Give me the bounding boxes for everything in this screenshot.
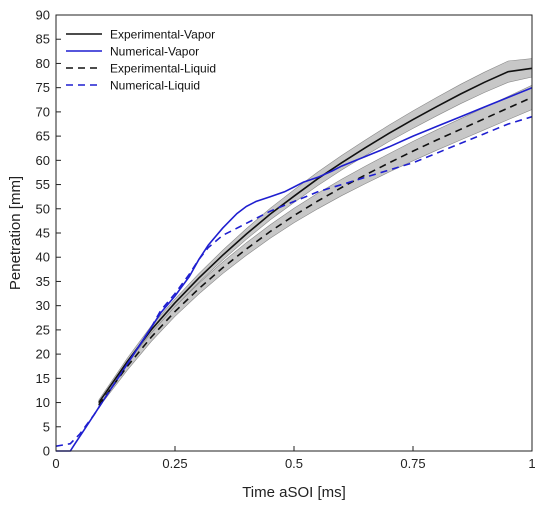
legend-entry: Numerical-Liquid — [110, 79, 200, 93]
y-tick-label: 85 — [36, 32, 50, 47]
y-tick-label: 20 — [36, 347, 50, 362]
y-tick-label: 80 — [36, 56, 50, 71]
y-tick-label: 5 — [43, 419, 50, 434]
y-tick-label: 55 — [36, 177, 50, 192]
confidence-bands — [98, 58, 533, 409]
x-axis-title: Time aSOI [ms] — [242, 484, 346, 501]
y-tick-label: 15 — [36, 371, 50, 386]
band-experimental-liquid — [98, 84, 533, 409]
legend-entry: Numerical-Vapor — [110, 45, 199, 59]
y-tick-label: 50 — [36, 201, 50, 216]
series-line-experimental-vapor — [98, 67, 533, 404]
y-tick-label: 45 — [36, 226, 50, 241]
y-tick-label: 70 — [36, 104, 50, 119]
x-tick-label: 1 — [528, 456, 535, 471]
y-tick-label: 65 — [36, 129, 50, 144]
legend-entry: Experimental-Vapor — [110, 28, 215, 42]
x-tick-label: 0.25 — [162, 456, 187, 471]
series-lines — [55, 67, 533, 452]
x-tick-label: 0 — [52, 456, 59, 471]
y-tick-label: 60 — [36, 153, 50, 168]
x-tick-label: 0.75 — [400, 456, 425, 471]
y-tick-label: 35 — [36, 274, 50, 289]
series-line-numerical-liquid — [55, 115, 533, 447]
y-axis-title: Penetration [mm] — [7, 176, 24, 290]
y-tick-label: 40 — [36, 250, 50, 265]
y-tick-label: 25 — [36, 322, 50, 337]
legend: Experimental-Vapor Numerical-Vapor Experim… — [66, 28, 216, 93]
axis-ticks: 0 0.25 0.5 0.75 1051015202530354045505560657… — [36, 8, 536, 472]
series-line-experimental-liquid — [98, 96, 533, 406]
y-tick-label: 30 — [36, 298, 50, 313]
series-line-numerical-vapor — [56, 86, 533, 452]
y-tick-label: 0 — [43, 444, 50, 459]
y-tick-label: 90 — [36, 8, 50, 23]
y-tick-label: 75 — [36, 80, 50, 95]
legend-entry: Experimental-Liquid — [110, 62, 216, 76]
band-experimental-vapor — [98, 58, 533, 406]
y-tick-label: 10 — [36, 395, 50, 410]
x-tick-label: 0.5 — [285, 456, 303, 471]
